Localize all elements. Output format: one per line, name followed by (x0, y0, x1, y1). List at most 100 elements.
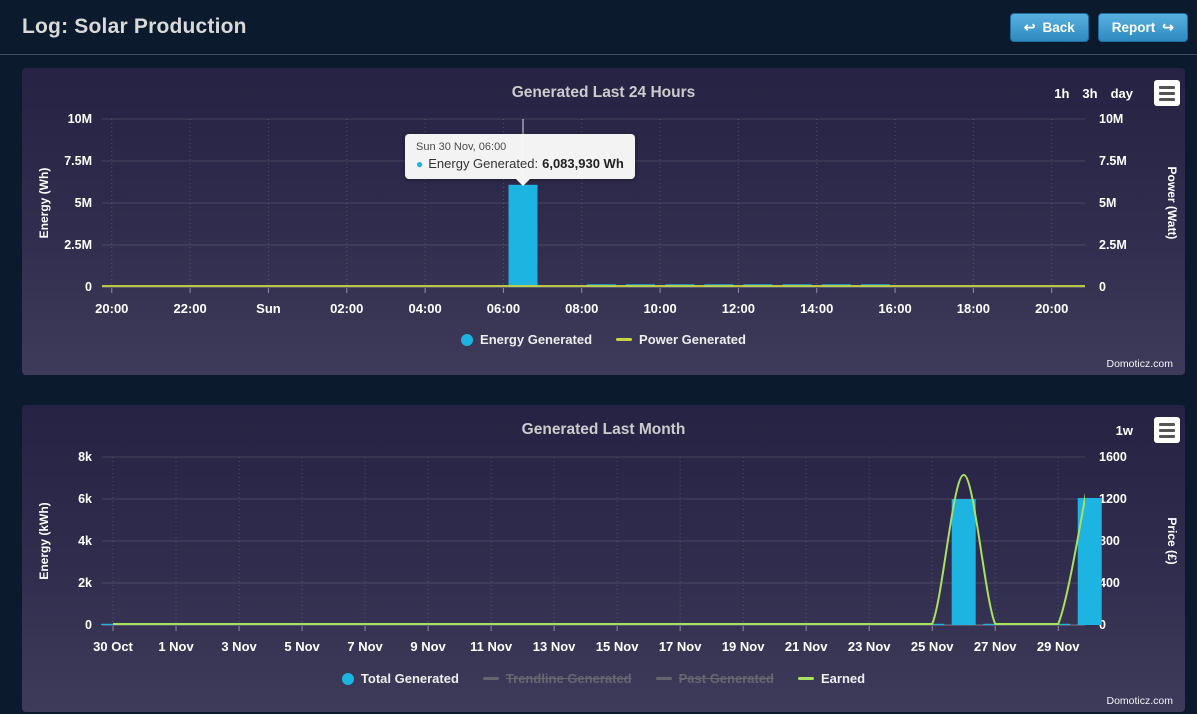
x-tick-label: 12:00 (722, 301, 755, 316)
legend-marker-icon (655, 677, 672, 680)
y-tick-label-right: 1600 (1099, 450, 1127, 464)
chart-canvas-24h[interactable]: 20:00 22:00 Sun 02:00 04:00 06:00 08:00 10:00 12… (22, 68, 1185, 375)
range-button-1h[interactable]: 1h (1054, 86, 1070, 101)
legend-item-energy-generated[interactable]: Energy Generated (461, 332, 592, 347)
x-tick-label: 11 Nov (470, 639, 513, 654)
legend-item-power-generated[interactable]: Power Generated (616, 332, 746, 347)
x-tick-label: 5 Nov (284, 639, 320, 654)
credits-link[interactable]: Domoticz.com (1106, 695, 1173, 707)
x-tick-label: 14:00 (800, 301, 833, 316)
header-buttons: ↩ Back Report ↪ (1009, 12, 1188, 42)
back-arrow-icon: ↩ (1023, 19, 1036, 35)
x-tick-label: 17 Nov (659, 639, 702, 654)
chart-tooltip: Sun 30 Nov, 06:00 ● Energy Generated: 6,08… (405, 134, 635, 186)
hamburger-menu-icon[interactable] (1154, 80, 1180, 106)
x-tick-label: 08:00 (565, 301, 598, 316)
y-tick-label-right: 2.5M (1099, 238, 1127, 252)
x-tick-label: 19 Nov (722, 639, 765, 654)
x-tick-label: 10:00 (643, 301, 676, 316)
y-tick-label-right: 400 (1099, 576, 1120, 590)
x-tick-label: 30 Oct (93, 639, 133, 654)
range-button-3h[interactable]: 3h (1082, 86, 1098, 101)
report-button-label: Report (1111, 19, 1156, 35)
legend-label: Power Generated (639, 332, 746, 347)
x-tick-label: 13 Nov (533, 639, 576, 654)
y-tick-label-right: 5M (1099, 196, 1116, 210)
legend-label: Energy Generated (480, 332, 593, 347)
x-tick-label: 21 Nov (785, 639, 828, 654)
page-title: Log: Solar Production (22, 15, 247, 38)
range-button-1w[interactable]: 1w (1115, 423, 1133, 438)
range-button-day[interactable]: day (1110, 86, 1133, 101)
x-tick-label: 27 Nov (974, 639, 1017, 654)
report-button[interactable]: Report ↪ (1097, 12, 1188, 42)
y-tick-label-left: 7.5M (64, 154, 92, 168)
back-button-label: Back (1042, 19, 1075, 35)
y-axis-title-left: Energy (Wh) (37, 168, 51, 239)
chart-title-month: Generated Last Month (521, 421, 686, 438)
x-tick-label: 20:00 (95, 301, 128, 316)
tooltip-series-bullet-icon: ● (416, 157, 424, 171)
x-tick-label: 3 Nov (221, 639, 257, 654)
tooltip-value: 6,083,930 Wh (542, 156, 624, 171)
tooltip-series-label: Energy Generated: (428, 156, 539, 171)
legend-24h: Energy Generated Power Generated (22, 332, 1185, 347)
x-tick-label: 02:00 (330, 301, 363, 316)
x-tick-label: 29 Nov (1037, 639, 1080, 654)
y-tick-label-left: 2.5M (64, 238, 92, 252)
report-arrow-icon: ↪ (1162, 19, 1174, 35)
x-tick-label: 06:00 (487, 301, 520, 316)
x-tick-label: 15 Nov (596, 639, 639, 654)
range-selector-month: 1w (1116, 423, 1133, 438)
x-tick-label: 22:00 (173, 301, 206, 316)
legend-marker-icon (616, 338, 633, 341)
x-tick-label: 25 Nov (911, 639, 954, 654)
legend-item-total-generated[interactable]: Total Generated (341, 671, 459, 686)
legend-label: Earned (821, 671, 866, 686)
tooltip-heading: Sun 30 Nov, 06:00 (416, 141, 507, 153)
x-tick-label: 9 Nov (410, 639, 446, 654)
legend-item-trendline-generated[interactable]: Trendline Generated (482, 671, 632, 686)
y-tick-label-left: 5M (75, 196, 92, 210)
legend-label: Total Generated (360, 671, 459, 686)
chart-panel-last-24h: 20:00 22:00 Sun 02:00 04:00 06:00 08:00 10:00 12… (22, 68, 1185, 375)
legend-item-past-generated[interactable]: Past Generated (655, 671, 774, 686)
tooltip-value-line: ● Energy Generated: 6,083,930 Wh (416, 156, 624, 171)
x-tick-label: 1 Nov (158, 639, 194, 654)
back-button[interactable]: ↩ Back (1009, 12, 1089, 42)
chart-title-24h: Generated Last 24 Hours (511, 84, 696, 101)
y-tick-label-left: 0 (85, 618, 92, 632)
column-bar[interactable] (951, 499, 976, 625)
y-tick-label-left: 10M (68, 112, 92, 126)
range-selector-24h: 1h 3h day (1054, 86, 1133, 101)
legend-marker-icon (461, 333, 474, 346)
chart-panel-last-month: 30 Oct 1 Nov 3 Nov 5 Nov 7 Nov 9 Nov 11 Nov 13 … (22, 405, 1185, 712)
x-tick-label: 23 Nov (848, 639, 891, 654)
y-tick-label-right: 800 (1099, 534, 1120, 548)
earned-line (113, 473, 1085, 626)
y-tick-label-left: 4k (78, 534, 92, 548)
y-axis-title-left: Energy (kWh) (37, 502, 51, 579)
chart-canvas-month[interactable]: 30 Oct 1 Nov 3 Nov 5 Nov 7 Nov 9 Nov 11 Nov 13 … (22, 405, 1185, 712)
legend-label: Trendline Generated (505, 671, 632, 686)
y-tick-label-right: 10M (1099, 112, 1123, 126)
legend-label: Past Generated (678, 671, 774, 686)
y-tick-label-right: 7.5M (1099, 154, 1127, 168)
legend-marker-icon (798, 677, 814, 680)
column-bar[interactable] (508, 184, 538, 287)
legend-marker-icon (341, 672, 354, 685)
y-tick-label-left: 6k (78, 492, 92, 506)
x-tick-label: Sun (256, 301, 281, 316)
credits-link[interactable]: Domoticz.com (1106, 358, 1173, 370)
x-tick-label: 16:00 (878, 301, 911, 316)
y-tick-label-right: 0 (1099, 618, 1106, 632)
y-tick-label-left: 8k (78, 450, 92, 464)
legend-item-earned[interactable]: Earned (798, 671, 865, 686)
x-tick-label: 04:00 (408, 301, 441, 316)
hamburger-menu-icon[interactable] (1154, 417, 1180, 443)
y-tick-label-left: 2k (78, 576, 92, 590)
x-tick-label: 20:00 (1035, 301, 1068, 316)
y-tick-label-right: 0 (1099, 280, 1106, 294)
x-tick-label: 7 Nov (347, 639, 383, 654)
